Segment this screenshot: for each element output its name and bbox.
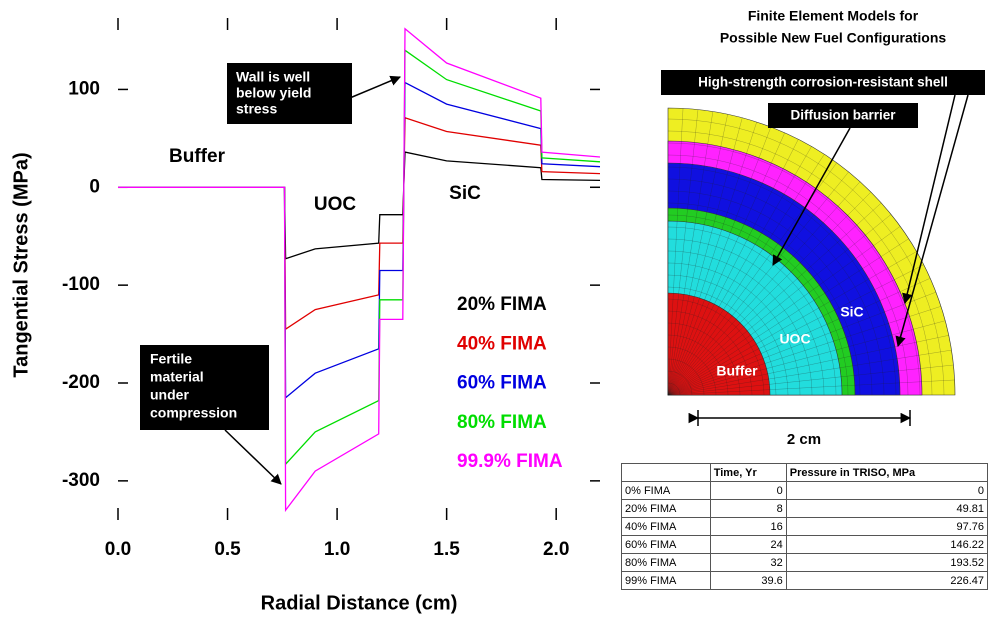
legend-label: 40% FIMA xyxy=(457,333,547,354)
table-cell: 99% FIMA xyxy=(622,572,711,590)
callout: High-strength corrosion-resistant shell xyxy=(698,75,948,90)
y-tick-label: -100 xyxy=(62,274,100,295)
legend-label: 99.9% FIMA xyxy=(457,451,563,472)
legend-label: 20% FIMA xyxy=(457,294,547,315)
annotation: stress xyxy=(236,101,277,117)
annotation: Wall is well xyxy=(236,69,310,85)
arrow xyxy=(225,430,281,484)
annotation: SiC xyxy=(449,183,481,204)
x-tick-label: 2.0 xyxy=(543,539,569,560)
table-cell: 146.22 xyxy=(786,536,987,554)
table-cell: 39.6 xyxy=(710,572,786,590)
legend-label: 60% FIMA xyxy=(457,373,547,394)
table-cell: 40% FIMA xyxy=(622,518,711,536)
table-cell xyxy=(622,464,711,482)
region-label: UOC xyxy=(779,331,810,347)
fem-model xyxy=(668,108,955,395)
table-cell: 0 xyxy=(786,482,987,500)
table-cell: 32 xyxy=(710,554,786,572)
x-tick-label: 0.5 xyxy=(214,539,241,560)
x-tick-label: 1.0 xyxy=(324,539,350,560)
y-tick-label: -200 xyxy=(62,372,100,393)
arrow xyxy=(345,77,400,100)
table-cell: 80% FIMA xyxy=(622,554,711,572)
y-axis-label: Tangential Stress (MPa) xyxy=(10,152,32,377)
annotation: Fertile xyxy=(150,351,192,367)
table-cell: 60% FIMA xyxy=(622,536,711,554)
table-cell: Pressure in TRISO, MPa xyxy=(786,464,987,482)
annotation: compression xyxy=(150,405,237,421)
x-axis-label: Radial Distance (cm) xyxy=(261,592,458,614)
series-line xyxy=(118,29,600,510)
y-tick-label: -300 xyxy=(62,470,100,491)
diagram-title: Finite Element Models for xyxy=(748,8,919,24)
table-cell: 8 xyxy=(710,500,786,518)
table-cell: 49.81 xyxy=(786,500,987,518)
legend-label: 80% FIMA xyxy=(457,412,547,433)
scale-label: 2 cm xyxy=(787,431,821,448)
region-label: SiC xyxy=(840,304,863,320)
callout: Diffusion barrier xyxy=(790,108,896,123)
annotation: under xyxy=(150,387,189,403)
y-tick-label: 100 xyxy=(68,78,100,99)
table-cell: 20% FIMA xyxy=(622,500,711,518)
table-cell: 0 xyxy=(710,482,786,500)
table-cell: 226.47 xyxy=(786,572,987,590)
y-tick-label: 0 xyxy=(89,176,100,197)
table-cell: 97.76 xyxy=(786,518,987,536)
x-tick-label: 1.5 xyxy=(433,539,460,560)
table-cell: 16 xyxy=(710,518,786,536)
series-line xyxy=(118,152,600,259)
table-cell: 0% FIMA xyxy=(622,482,711,500)
table-cell: Time, Yr xyxy=(710,464,786,482)
table-cell: 193.52 xyxy=(786,554,987,572)
annotation: UOC xyxy=(314,194,357,215)
annotation: below yield xyxy=(236,85,311,101)
diagram-title: Possible New Fuel Configurations xyxy=(720,30,947,46)
region-label: Buffer xyxy=(716,363,758,379)
annotation: Buffer xyxy=(169,146,226,167)
table-cell: 24 xyxy=(710,536,786,554)
x-tick-label: 0.0 xyxy=(105,539,131,560)
annotation: material xyxy=(150,369,204,385)
page: Finite Element Models for Possible New F… xyxy=(0,0,989,621)
